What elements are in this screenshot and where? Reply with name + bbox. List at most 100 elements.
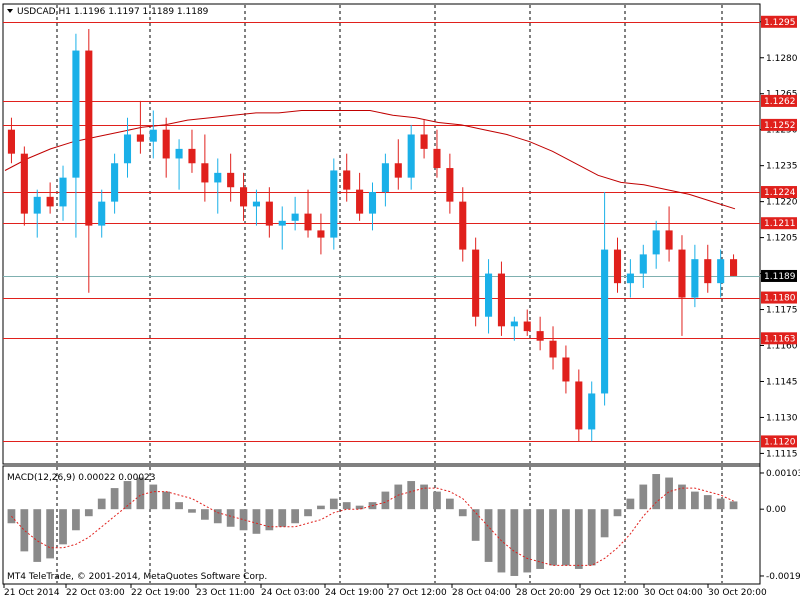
candle-body	[601, 249, 609, 394]
level-label-box	[761, 94, 797, 107]
candle-body	[59, 177, 67, 207]
candle-body	[214, 172, 222, 183]
time-tick-label: 27 Oct 12:00	[388, 588, 447, 598]
candle-body	[549, 340, 557, 358]
candle	[278, 206, 286, 250]
price-tick-label: 1.1205	[766, 234, 798, 244]
candle-body	[433, 148, 441, 169]
macd-bar	[59, 509, 67, 545]
candle-body	[227, 172, 235, 188]
candle	[394, 139, 402, 190]
candle	[317, 213, 325, 255]
candle-body	[485, 273, 493, 317]
candle	[601, 192, 609, 406]
candle-body	[149, 129, 157, 142]
current-price-label: 1.1189	[761, 269, 797, 282]
time-tick-label: 30 Oct 20:00	[708, 588, 767, 598]
candle-body	[278, 220, 286, 226]
price-tick-label: 1.1220	[766, 198, 798, 208]
level-label: 1.1120	[761, 435, 797, 448]
candle	[510, 316, 518, 341]
level-label-box	[761, 118, 797, 131]
candle	[175, 139, 183, 190]
time-tick-label: 29 Oct 12:00	[580, 588, 639, 598]
level-label-box	[761, 186, 797, 199]
macd-bar	[523, 509, 532, 573]
candle-body	[291, 213, 299, 221]
candle-body	[394, 163, 402, 178]
current-price-text: 1.1189	[764, 272, 796, 282]
candle-body	[717, 259, 725, 284]
macd-bar	[600, 509, 609, 538]
macd-bar	[355, 505, 364, 510]
macd-tick-label: -0.0019	[766, 572, 800, 582]
level-label-text: 1.1211	[764, 219, 796, 229]
macd-bar	[665, 477, 673, 510]
candle-body	[730, 259, 738, 276]
macd-bar	[188, 509, 196, 513]
candle	[626, 259, 634, 298]
candle	[188, 129, 196, 173]
time-tick-label: 21 Oct 2014	[4, 588, 60, 598]
level-label: 1.1252	[761, 118, 797, 131]
macd-signal-line	[11, 487, 734, 566]
level-label-text: 1.1163	[764, 334, 796, 344]
level-label-text: 1.1180	[764, 294, 796, 304]
time-tick-label: 24 Oct 19:00	[325, 588, 384, 598]
candle	[46, 182, 54, 214]
macd-title: MACD(12,26,9) 0.00022 0.00023	[7, 473, 156, 483]
candle-body	[46, 196, 54, 207]
macd-bar	[33, 509, 42, 562]
candlestick-series	[7, 28, 738, 442]
candle	[368, 182, 377, 231]
candle	[588, 381, 596, 442]
macd-bar	[420, 484, 428, 510]
macd-bar	[304, 509, 312, 517]
macd-bar	[549, 509, 557, 566]
price-tick-label: 1.1115	[766, 449, 798, 459]
macd-bar	[97, 498, 106, 510]
candle-body	[652, 230, 660, 255]
candle	[240, 172, 248, 221]
candle-body	[459, 201, 467, 250]
candle	[691, 244, 699, 308]
macd-tick-label: 0.00	[766, 505, 786, 515]
macd-bar	[252, 509, 261, 534]
candle-body	[85, 50, 93, 226]
macd-bar	[149, 484, 158, 510]
time-tick-label: 23 Oct 11:00	[196, 588, 255, 598]
candle-body	[175, 148, 183, 159]
candle	[704, 244, 712, 293]
candle-body	[72, 50, 80, 178]
macd-bar	[587, 509, 596, 566]
candle-body	[188, 148, 196, 164]
macd-bar	[175, 502, 183, 510]
ma-line	[4, 110, 736, 210]
time-tick-label: 22 Oct 03:00	[66, 588, 125, 598]
level-label: 1.1211	[761, 217, 797, 230]
level-label: 1.1262	[761, 94, 797, 107]
candle	[356, 172, 364, 221]
candle-body	[575, 381, 583, 430]
candle	[72, 33, 80, 238]
macd-bar	[213, 509, 222, 524]
price-tick-label: 1.1145	[766, 377, 798, 387]
macd-bar	[226, 509, 235, 527]
level-label-text: 1.1262	[764, 97, 796, 107]
price-tick-label: 1.1130	[766, 413, 798, 423]
candle-body	[691, 259, 699, 298]
macd-bar	[678, 484, 686, 510]
macd-bar	[265, 509, 274, 531]
candle-body	[136, 134, 144, 142]
candle-body	[240, 187, 248, 207]
candle	[523, 309, 531, 336]
macd-bar	[123, 481, 132, 510]
chevron-down-icon[interactable]	[7, 9, 13, 13]
candle	[639, 244, 647, 288]
candle	[536, 316, 544, 351]
macd-bar	[381, 491, 390, 510]
macd-bar	[329, 498, 338, 510]
candle-body	[523, 321, 531, 332]
candle	[20, 146, 28, 226]
